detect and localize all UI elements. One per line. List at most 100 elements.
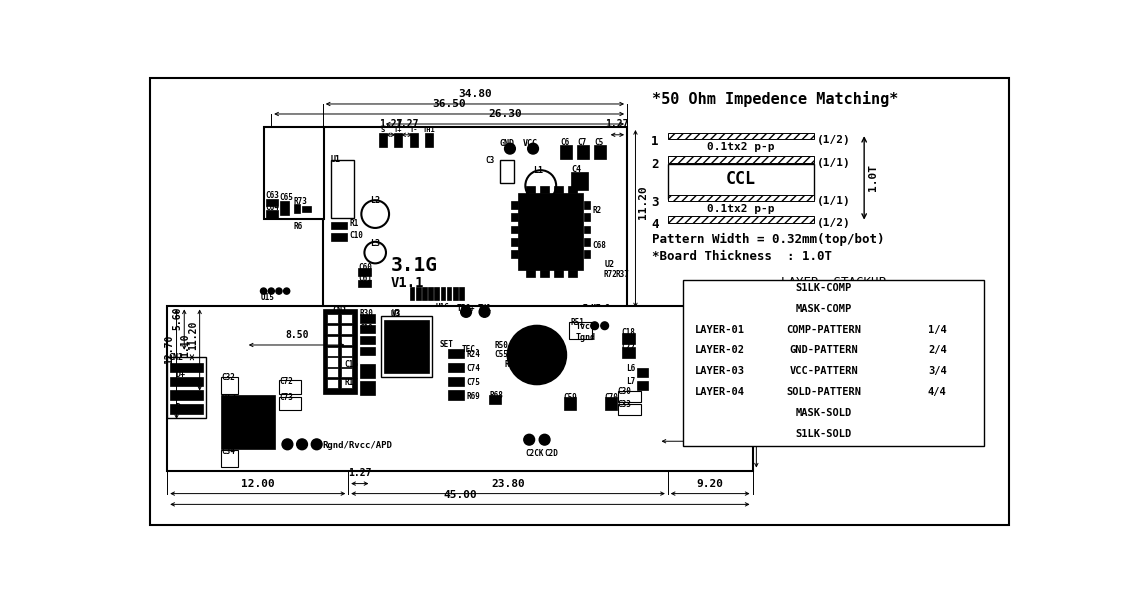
Text: GND-PATTERN: GND-PATTERN	[789, 346, 858, 355]
Text: CN2: CN2	[169, 353, 184, 362]
Bar	[511, 250, 518, 258]
Bar	[409, 133, 417, 147]
Text: TEC-: TEC-	[461, 345, 480, 354]
Text: C59: C59	[564, 393, 578, 402]
Bar	[448, 363, 464, 372]
Bar	[279, 380, 301, 393]
Bar	[526, 270, 535, 277]
Text: 8.00: 8.00	[693, 426, 717, 436]
Bar	[385, 319, 429, 374]
Bar	[342, 379, 352, 388]
Bar	[328, 346, 338, 356]
Text: C72: C72	[279, 377, 293, 386]
Bar	[409, 287, 414, 300]
Bar	[170, 377, 204, 386]
Text: R1: R1	[349, 220, 359, 229]
Text: R24: R24	[466, 350, 480, 359]
Bar	[637, 381, 648, 390]
Bar	[328, 379, 338, 388]
Text: C55: C55	[494, 350, 509, 359]
Text: 4: 4	[651, 218, 658, 231]
Bar	[539, 186, 550, 192]
Text: U1: U1	[330, 155, 340, 164]
Text: D+: D+	[175, 370, 185, 380]
Bar	[302, 205, 311, 212]
Text: 12.00: 12.00	[241, 479, 275, 489]
Text: 1.10: 1.10	[180, 334, 190, 358]
Text: C61: C61	[359, 274, 372, 283]
Bar	[568, 270, 577, 277]
Circle shape	[526, 170, 556, 201]
Text: 5.60: 5.60	[172, 306, 182, 330]
Bar	[667, 133, 814, 140]
Bar	[511, 226, 518, 233]
Text: C10: C10	[349, 231, 364, 240]
Bar	[264, 127, 323, 220]
Text: *50 Ohm Impedence Matching*: *50 Ohm Impedence Matching*	[653, 91, 899, 107]
Bar	[618, 391, 641, 402]
Text: GND: GND	[500, 140, 515, 149]
Text: L2: L2	[370, 196, 380, 205]
Bar	[637, 368, 648, 377]
Text: TEC+: TEC+	[457, 304, 475, 313]
Circle shape	[590, 322, 598, 330]
Text: 2: 2	[651, 158, 658, 171]
Text: 1.0T: 1.0T	[867, 164, 878, 192]
Circle shape	[364, 242, 386, 263]
Text: CCL: CCL	[726, 170, 756, 189]
Text: V3: V3	[391, 309, 400, 318]
Bar	[170, 390, 204, 399]
Text: C19: C19	[360, 324, 373, 333]
Text: C75: C75	[466, 378, 480, 387]
Text: *Board Thickness  : 1.0T: *Board Thickness : 1.0T	[653, 250, 832, 263]
Text: U3: U3	[390, 310, 400, 319]
Text: C73: C73	[279, 393, 293, 402]
Text: Rgnd/Rvcc/APD: Rgnd/Rvcc/APD	[322, 441, 392, 450]
Text: R17: R17	[344, 378, 359, 387]
Text: Tgnd: Tgnd	[576, 334, 595, 343]
Bar	[667, 216, 814, 223]
Text: R2: R2	[593, 207, 602, 216]
Text: 9.20: 9.20	[697, 479, 724, 489]
Text: 9.20: 9.20	[759, 408, 769, 432]
Circle shape	[539, 434, 550, 445]
Bar	[266, 210, 278, 218]
Bar	[569, 322, 593, 339]
Text: 0.1tx2 p-p: 0.1tx2 p-p	[707, 204, 775, 214]
Circle shape	[311, 439, 322, 450]
Bar	[564, 396, 576, 411]
Text: Pattern Width = 0.32mm(top/bot): Pattern Width = 0.32mm(top/bot)	[653, 233, 884, 247]
Bar	[518, 193, 584, 270]
Bar	[584, 213, 590, 221]
Bar	[584, 250, 590, 258]
Circle shape	[460, 306, 472, 317]
Circle shape	[296, 439, 308, 450]
Bar	[618, 404, 641, 415]
Bar	[170, 363, 204, 372]
Text: 1: 1	[651, 135, 658, 148]
Text: (1/1): (1/1)	[818, 158, 851, 168]
Bar	[222, 451, 239, 467]
Bar	[416, 287, 421, 300]
Bar	[342, 368, 352, 377]
Text: CN1: CN1	[333, 306, 347, 315]
Bar	[167, 356, 206, 418]
Text: V1.1: V1.1	[390, 276, 424, 290]
Bar	[539, 270, 550, 277]
Bar	[279, 201, 288, 215]
Bar	[622, 334, 636, 344]
Text: C6: C6	[560, 138, 569, 147]
Bar	[266, 199, 278, 207]
Text: 1.27: 1.27	[605, 119, 629, 130]
Bar	[454, 287, 458, 300]
Bar	[342, 346, 352, 356]
Text: C65: C65	[279, 192, 294, 202]
Circle shape	[268, 288, 275, 294]
Text: C5: C5	[594, 138, 603, 147]
Text: 3.1G: 3.1G	[390, 257, 438, 275]
Text: U15: U15	[260, 293, 275, 303]
Text: C63: C63	[266, 191, 279, 200]
Bar	[448, 377, 464, 386]
Circle shape	[282, 439, 293, 450]
Bar	[511, 213, 518, 221]
